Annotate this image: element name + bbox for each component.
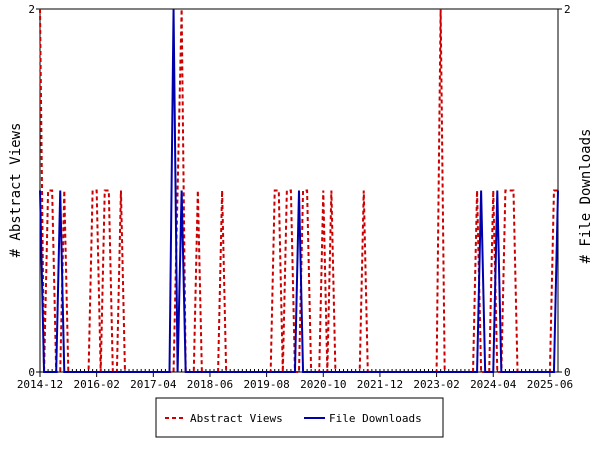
y-right-tick-0: 0 <box>564 366 571 379</box>
x-tick-label: 2019-08 <box>243 378 289 391</box>
legend-label-abstract-views: Abstract Views <box>190 412 283 425</box>
x-tick-label: 2021-12 <box>357 378 403 391</box>
x-tick-label: 2014-12 <box>17 378 63 391</box>
x-tick-label: 2018-06 <box>187 378 233 391</box>
x-tick-label: 2020-10 <box>300 378 346 391</box>
x-tick-label: 2025-06 <box>527 378 573 391</box>
y-axis-left-label: # Abstract Views <box>8 123 24 258</box>
y-left-tick-2: 2 <box>28 3 35 16</box>
x-tick-label: 2024-04 <box>470 378 517 391</box>
x-axis-tick-labels: 2014-12 2016-02 2017-04 2018-06 2019-08 2020-… <box>17 372 573 391</box>
legend-box <box>155 397 444 438</box>
legend-label-file-downloads: File Downloads <box>329 412 422 425</box>
x-tick-label: 2023-02 <box>413 378 459 391</box>
y-left-tick-0: 0 <box>28 366 35 379</box>
x-tick-label: 2017-04 <box>130 378 177 391</box>
x-tick-label: 2016-02 <box>73 378 119 391</box>
y-axis-right-label: # File Downloads <box>578 129 594 264</box>
series-line-file-downloads <box>39 8 559 373</box>
y-right-tick-2: 2 <box>564 3 571 16</box>
series-lines <box>39 8 559 373</box>
y-axis-ticks <box>36 8 562 373</box>
legend: Abstract Views File Downloads <box>155 397 444 438</box>
